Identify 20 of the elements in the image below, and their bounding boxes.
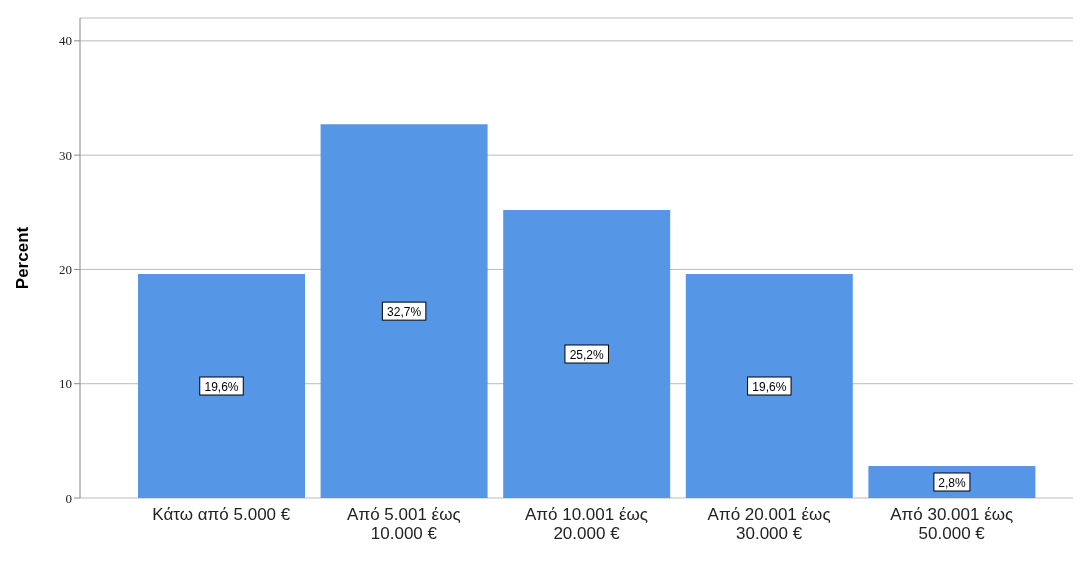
x-tick-label: Από 30.001 έως 50.000 € [890, 505, 1014, 543]
x-tick-label: Από 10.001 έως 20.000 € [524, 505, 649, 543]
bar [685, 274, 853, 498]
data-label: 2,8% [938, 475, 966, 490]
x-tick-label: Κάτω από 5.000 € [152, 505, 291, 524]
y-tick-label: 0 [65, 490, 72, 506]
y-tick-label: 40 [59, 33, 72, 49]
data-label: 25,2% [569, 347, 605, 362]
bar [503, 210, 671, 498]
y-tick-label: 20 [59, 262, 72, 278]
data-label: 32,7% [387, 304, 422, 319]
y-axis-title: Percent [13, 226, 33, 290]
x-tick-label: Από 5.001 έως 10.000 € [347, 505, 461, 543]
bar [138, 274, 305, 498]
data-label: 19,6% [204, 379, 239, 394]
x-tick-label: Από 20.001 έως 30.000 € [707, 505, 831, 543]
data-label: 19,6% [752, 379, 787, 394]
y-tick-label: 10 [59, 376, 72, 392]
y-tick-label: 30 [59, 147, 72, 163]
bar [320, 124, 488, 498]
